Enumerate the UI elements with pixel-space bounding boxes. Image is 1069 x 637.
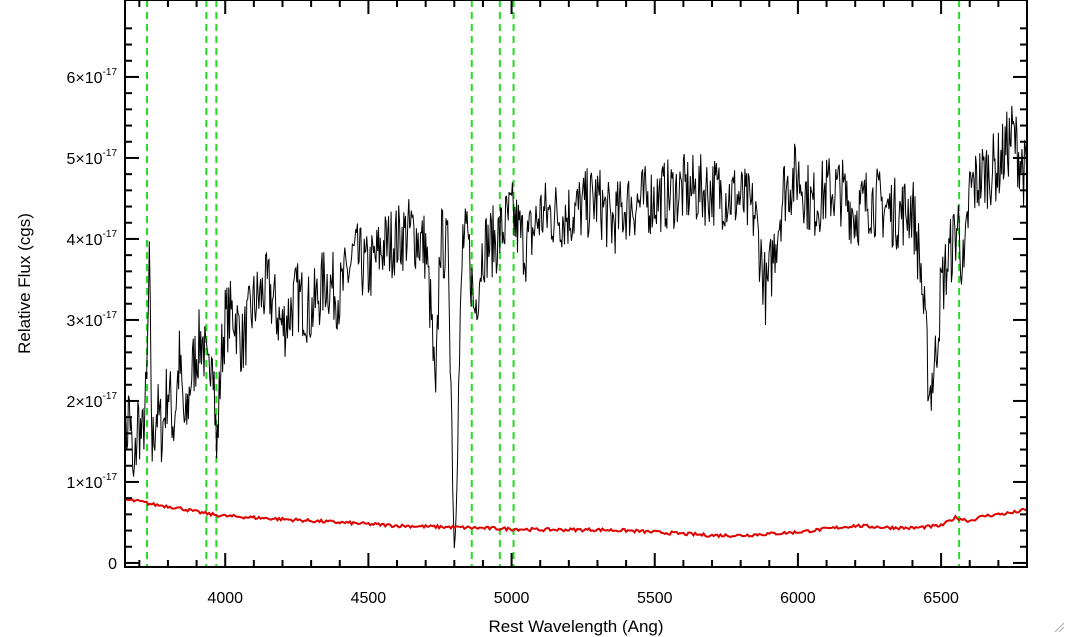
x-tick-label-2: 5000	[494, 590, 530, 607]
axis-ticks	[125, 0, 1028, 567]
y-axis-title: Relative Flux (cgs)	[15, 213, 34, 354]
y-tick-label-3: 3×10-17	[67, 310, 118, 330]
y-tick-label-4: 4×10-17	[67, 229, 118, 249]
x-tick-labels: 4000 4500 5000 5500 6000 6500	[207, 590, 959, 607]
y-tick-label-0: 0	[108, 556, 117, 573]
y-tick-label-6: 6×10-17	[67, 67, 118, 87]
y-tick-labels: 0 1×10-17 2×10-17 3×10-17 4×10-17 5×10-17 6×10…	[67, 67, 118, 573]
x-tick-label-3: 5500	[637, 590, 673, 607]
y-tick-label-1: 1×10-17	[67, 472, 118, 492]
x-tick-label-5: 6500	[923, 590, 959, 607]
plot-area	[125, 0, 1027, 567]
x-tick-label-4: 6000	[780, 590, 816, 607]
series-line-0	[125, 105, 1027, 549]
x-tick-label-0: 4000	[207, 590, 243, 607]
plot-frame	[124, 0, 1028, 568]
series-line-1	[125, 498, 1027, 539]
y-tick-label-2: 2×10-17	[67, 391, 118, 411]
y-tick-label-5: 5×10-17	[67, 148, 118, 168]
x-axis-title: Rest Wavelength (Ang)	[488, 617, 663, 636]
resize-grip-icon[interactable]	[1053, 621, 1065, 633]
x-tick-label-1: 4500	[351, 590, 387, 607]
